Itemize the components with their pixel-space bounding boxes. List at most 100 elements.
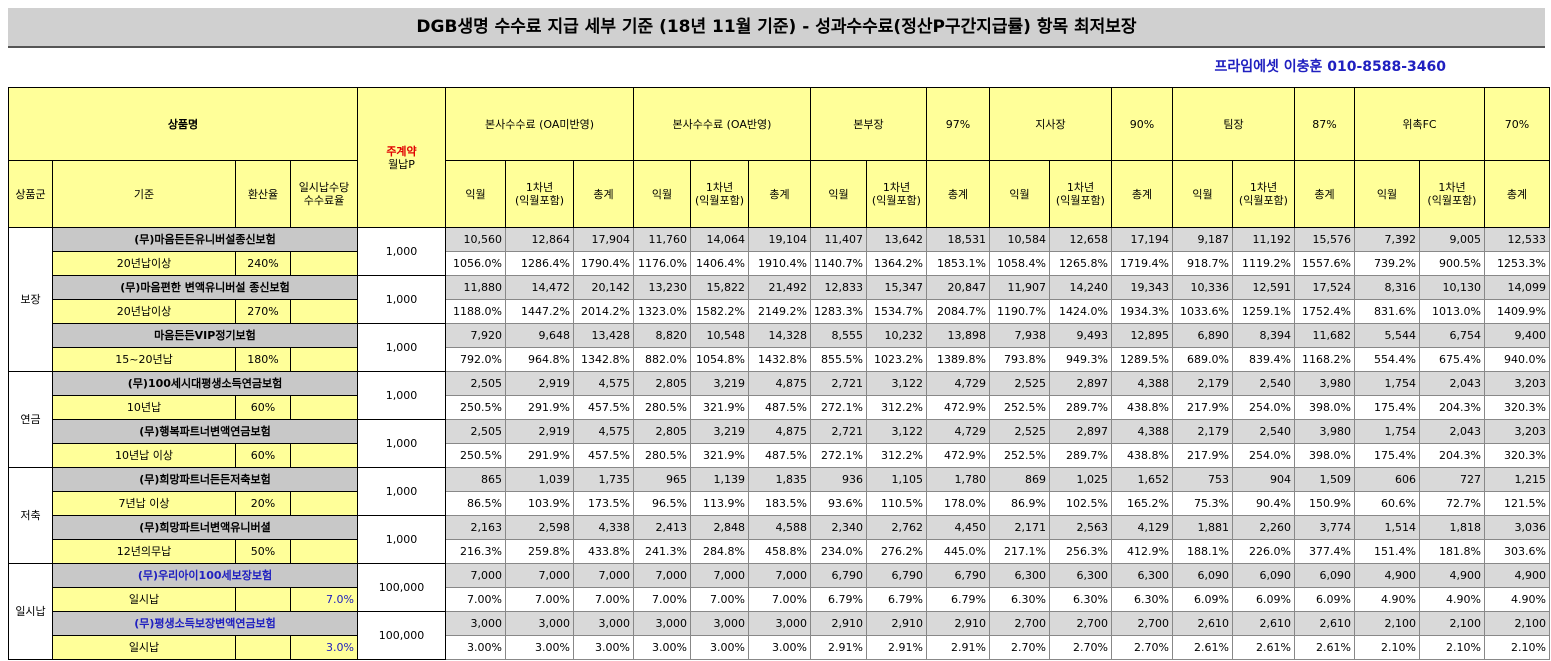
rate: 4.90% bbox=[1353, 587, 1420, 612]
conversion: 50% bbox=[235, 539, 291, 564]
product-name: (무)행복파트너변액연금보험 bbox=[52, 419, 358, 444]
rate: 72.7% bbox=[1418, 491, 1485, 516]
amount: 4,588 bbox=[748, 515, 811, 540]
rate: 216.3% bbox=[445, 539, 506, 564]
amount: 7,000 bbox=[573, 563, 634, 588]
basis: 10년납 이상 bbox=[52, 443, 236, 468]
amount: 6,790 bbox=[810, 563, 867, 588]
amount: 2,179 bbox=[1171, 419, 1233, 444]
amount: 6,090 bbox=[1171, 563, 1233, 588]
amount: 4,729 bbox=[925, 419, 990, 444]
rate: 113.9% bbox=[690, 491, 749, 516]
product-name: (무)희망파트너든든저축보험 bbox=[52, 467, 358, 492]
amount: 12,591 bbox=[1231, 275, 1295, 300]
product-name-header: 상품명 bbox=[8, 87, 358, 161]
metric-header: 1차년 (익월포함) bbox=[865, 160, 927, 228]
rate: 472.9% bbox=[925, 443, 990, 468]
amount: 2,043 bbox=[1418, 419, 1485, 444]
amount: 1,039 bbox=[505, 467, 574, 492]
rate: 121.5% bbox=[1483, 491, 1550, 516]
rate: 6.30% bbox=[988, 587, 1050, 612]
amount: 2,525 bbox=[988, 371, 1050, 396]
rate: 839.4% bbox=[1231, 347, 1295, 372]
rate: 855.5% bbox=[810, 347, 867, 372]
amount: 4,875 bbox=[748, 419, 811, 444]
rate: 1265.8% bbox=[1048, 251, 1112, 276]
rate: 739.2% bbox=[1353, 251, 1420, 276]
sub-header: 상품군 bbox=[8, 160, 53, 228]
amount: 2,805 bbox=[633, 371, 691, 396]
amount: 10,336 bbox=[1171, 275, 1233, 300]
group-header: 지사장 bbox=[988, 87, 1112, 161]
rate: 165.2% bbox=[1110, 491, 1173, 516]
group-rate: 90% bbox=[1110, 87, 1173, 161]
metric-header: 1차년 (익월포함) bbox=[690, 160, 749, 228]
rate: 280.5% bbox=[633, 443, 691, 468]
metric-header: 1차년 (익월포함) bbox=[1231, 160, 1295, 228]
rate: 1790.4% bbox=[573, 251, 634, 276]
amount: 3,980 bbox=[1293, 371, 1355, 396]
rate: 4.90% bbox=[1483, 587, 1550, 612]
amount: 2,919 bbox=[505, 419, 574, 444]
sub-header: 환산율 bbox=[235, 160, 291, 228]
amount: 3,122 bbox=[865, 371, 927, 396]
basis: 7년납 이상 bbox=[52, 491, 236, 516]
rate: 1853.1% bbox=[925, 251, 990, 276]
rate: 3.00% bbox=[505, 635, 574, 660]
rate: 204.3% bbox=[1418, 395, 1485, 420]
amount: 4,388 bbox=[1110, 371, 1173, 396]
amount: 2,100 bbox=[1353, 611, 1420, 636]
amount: 10,548 bbox=[690, 323, 749, 348]
rate: 3.00% bbox=[633, 635, 691, 660]
rate: 312.2% bbox=[865, 443, 927, 468]
group-header: 위촉FC bbox=[1353, 87, 1485, 161]
metric-header: 익월 bbox=[988, 160, 1050, 228]
rate: 217.9% bbox=[1171, 443, 1233, 468]
rate: 241.3% bbox=[633, 539, 691, 564]
amount: 1,509 bbox=[1293, 467, 1355, 492]
rate: 7.00% bbox=[633, 587, 691, 612]
rate: 457.5% bbox=[573, 395, 634, 420]
lump-rate bbox=[290, 395, 358, 420]
amount: 4,900 bbox=[1418, 563, 1485, 588]
amount: 3,000 bbox=[633, 611, 691, 636]
rate: 1752.4% bbox=[1293, 299, 1355, 324]
sub-header: 기준 bbox=[52, 160, 236, 228]
amount: 3,000 bbox=[748, 611, 811, 636]
amount: 2,505 bbox=[445, 419, 506, 444]
rate: 377.4% bbox=[1293, 539, 1355, 564]
rate: 259.8% bbox=[505, 539, 574, 564]
rate: 3.00% bbox=[573, 635, 634, 660]
rate: 7.00% bbox=[445, 587, 506, 612]
rate: 1023.2% bbox=[865, 347, 927, 372]
rate: 175.4% bbox=[1353, 443, 1420, 468]
amount: 2,721 bbox=[810, 419, 867, 444]
amount: 1,735 bbox=[573, 467, 634, 492]
amount: 2,897 bbox=[1048, 419, 1112, 444]
amount: 7,000 bbox=[505, 563, 574, 588]
lump-rate bbox=[290, 539, 358, 564]
rate: 1406.4% bbox=[690, 251, 749, 276]
metric-header: 1차년 (익월포함) bbox=[1418, 160, 1485, 228]
amount: 17,194 bbox=[1110, 227, 1173, 252]
amount: 2,100 bbox=[1483, 611, 1550, 636]
amount: 6,790 bbox=[865, 563, 927, 588]
rate: 1389.8% bbox=[925, 347, 990, 372]
rate: 6.09% bbox=[1231, 587, 1295, 612]
amount: 12,658 bbox=[1048, 227, 1112, 252]
premium: 1,000 bbox=[357, 467, 446, 516]
rate: 1364.2% bbox=[865, 251, 927, 276]
group-header: 팀장 bbox=[1171, 87, 1295, 161]
amount: 10,232 bbox=[865, 323, 927, 348]
product-name: (무)마음편한 변액유니버설 종신보험 bbox=[52, 275, 358, 300]
amount: 9,648 bbox=[505, 323, 574, 348]
lump-rate: 3.0% bbox=[290, 635, 358, 660]
rate: 1013.0% bbox=[1418, 299, 1485, 324]
amount: 2,762 bbox=[865, 515, 927, 540]
amount: 15,576 bbox=[1293, 227, 1355, 252]
rate: 1719.4% bbox=[1110, 251, 1173, 276]
basis: 10년납 bbox=[52, 395, 236, 420]
amount: 2,413 bbox=[633, 515, 691, 540]
amount: 21,492 bbox=[748, 275, 811, 300]
rate: 2.10% bbox=[1418, 635, 1485, 660]
